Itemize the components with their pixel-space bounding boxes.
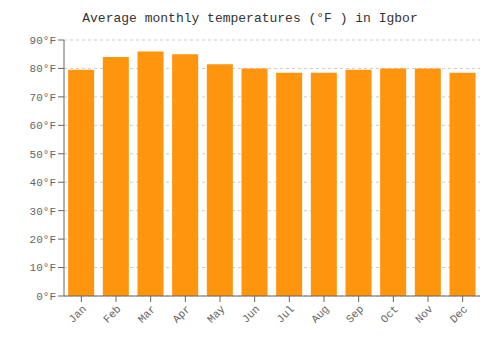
svg-text:Dec: Dec	[448, 303, 470, 325]
html-text:Average monthly temperatures (: Average monthly temperatures (°F ) in Ig…	[82, 11, 418, 26]
svg-text:10°F: 10°F	[30, 262, 56, 274]
svg-text:60°F: 60°F	[30, 120, 56, 132]
svg-text:Aug: Aug	[309, 303, 331, 325]
svg-text:Jan: Jan	[66, 303, 88, 325]
svg-text:Apr: Apr	[170, 303, 192, 325]
svg-text:80°F: 80°F	[30, 63, 56, 75]
svg-text:30°F: 30°F	[30, 206, 56, 218]
svg-text:90°F: 90°F	[30, 35, 56, 47]
svg-text:Mar: Mar	[136, 303, 158, 325]
svg-text:20°F: 20°F	[30, 234, 56, 246]
svg-text:May: May	[205, 303, 228, 326]
svg-text:Oct: Oct	[378, 303, 400, 325]
svg-text:Jun: Jun	[240, 303, 262, 325]
svg-text:0°F: 0°F	[36, 291, 56, 303]
svg-text:Sep: Sep	[344, 303, 366, 325]
svg-text:Jul: Jul	[274, 303, 296, 325]
svg-text:40°F: 40°F	[30, 177, 56, 189]
svg-text:50°F: 50°F	[30, 149, 56, 161]
svg-text:70°F: 70°F	[30, 92, 56, 104]
svg-text:Nov: Nov	[413, 303, 436, 326]
svg-text:Feb: Feb	[101, 303, 123, 325]
